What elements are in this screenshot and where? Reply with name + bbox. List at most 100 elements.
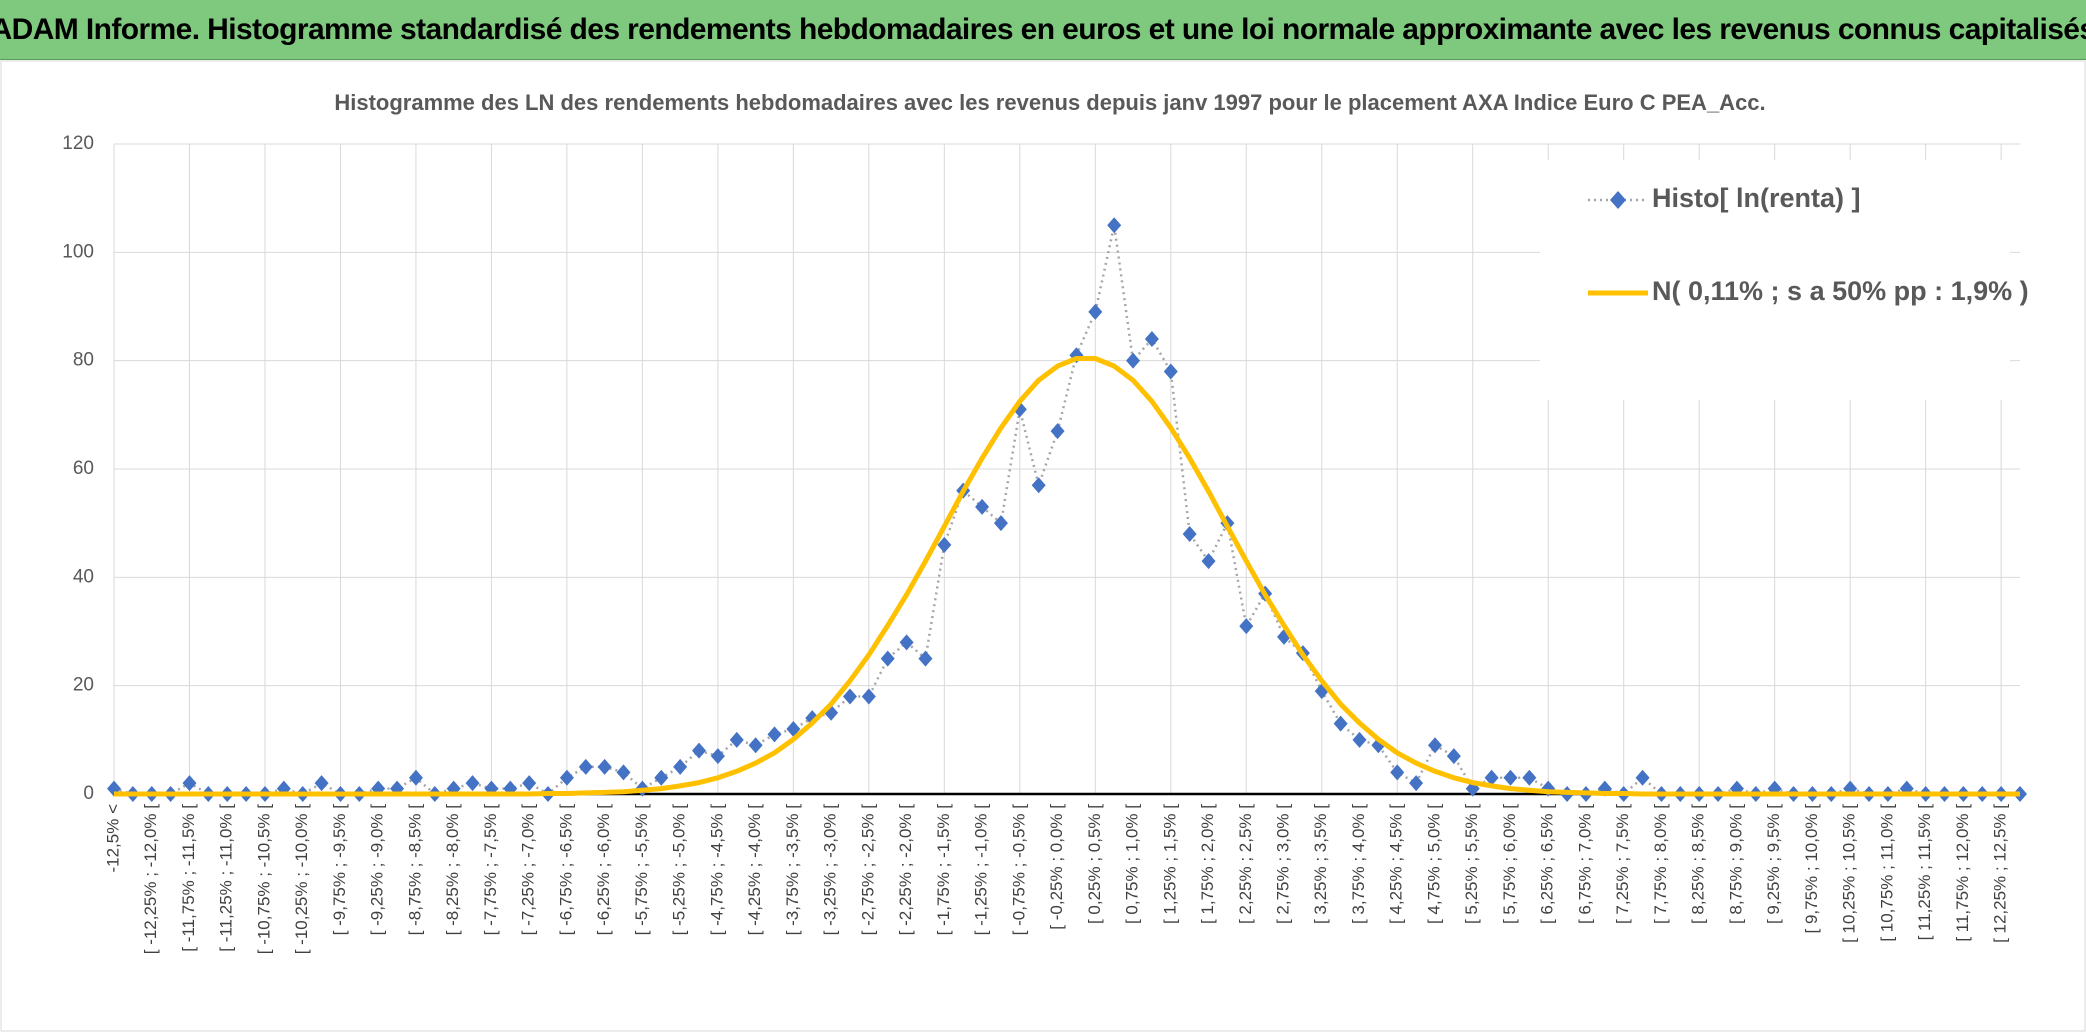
x-tick-label: [ 3,25% ; 3,5% [ xyxy=(1311,804,1330,924)
x-tick-label: [ -8,25% ; -8,0% [ xyxy=(443,804,462,936)
series-line xyxy=(114,356,2020,797)
x-tick-label: [ -9,75% ; -9,5% [ xyxy=(330,804,349,936)
y-tick-label: 60 xyxy=(73,458,94,479)
x-tick-label: [ 0,25% ; 0,5% [ xyxy=(1085,804,1104,924)
data-point xyxy=(1088,303,1103,320)
chart-title: Histogramme des LN des rendements hebdom… xyxy=(334,90,1765,115)
x-tick-label: [ 10,75% ; 11,0% [ xyxy=(1877,804,1896,942)
x-tick-label: [ -9,25% ; -9,0% [ xyxy=(368,804,387,936)
data-point xyxy=(1239,618,1254,635)
data-point xyxy=(1107,217,1122,234)
data-point xyxy=(314,775,329,792)
x-tick-label: [ -4,75% ; -4,5% [ xyxy=(707,804,726,936)
x-tick-label: [ -7,75% ; -7,5% [ xyxy=(481,804,500,936)
x-tick-label: [ 5,25% ; 5,5% [ xyxy=(1462,804,1481,924)
data-point xyxy=(182,775,197,792)
data-point xyxy=(1522,769,1537,786)
data-point xyxy=(842,688,857,705)
legend-label: N( 0,11% ; s a 50% pp : 1,9% ) xyxy=(1652,276,2029,306)
header: ADAM Informe. Histogramme standardisé de… xyxy=(0,0,2086,60)
x-tick-label: [ -4,25% ; -4,0% [ xyxy=(745,804,764,936)
x-tick-label: -12,5% < xyxy=(103,804,122,873)
x-tick-label: [ 1,75% ; 2,0% [ xyxy=(1198,804,1217,924)
x-tick-label: [ 6,25% ; 6,5% [ xyxy=(1538,804,1557,924)
legend-label: Histo[ ln(renta) ] xyxy=(1652,183,1861,213)
data-point xyxy=(880,650,895,667)
data-point xyxy=(729,731,744,748)
x-tick-label: [ 0,75% ; 1,0% [ xyxy=(1123,804,1142,924)
x-tick-label: [ 8,75% ; 9,0% [ xyxy=(1726,804,1745,924)
data-point xyxy=(1503,769,1518,786)
data-point xyxy=(597,758,612,775)
x-tick-label: [ -1,25% ; -1,0% [ xyxy=(972,804,991,936)
data-point xyxy=(673,758,688,775)
x-tick-label: [ -12,25% ; -12,0% [ xyxy=(141,804,160,955)
x-tick-label: [ 11,75% ; 12,0% [ xyxy=(1953,804,1972,942)
data-point xyxy=(1390,764,1405,781)
x-tick-label: [ -8,75% ; -8,5% [ xyxy=(405,804,424,936)
data-point xyxy=(1333,715,1348,732)
x-tick-label: [ -11,25% ; -11,0% [ xyxy=(217,804,236,952)
data-point xyxy=(918,650,933,667)
data-point xyxy=(1635,769,1650,786)
y-tick-label: 80 xyxy=(73,350,94,371)
data-point xyxy=(559,769,574,786)
data-point xyxy=(1352,731,1367,748)
x-tick-label: [ -0,75% ; -0,5% [ xyxy=(1009,804,1028,936)
data-point xyxy=(1182,526,1197,542)
chart: Histogramme des LN des rendements hebdom… xyxy=(0,60,2086,1032)
data-point xyxy=(616,764,631,781)
x-tick-label: [ 2,25% ; 2,5% [ xyxy=(1236,804,1255,924)
x-tick-label: [ -1,75% ; -1,5% [ xyxy=(934,804,953,936)
x-tick-label: [ -2,75% ; -2,5% [ xyxy=(858,804,877,936)
data-point xyxy=(692,742,707,759)
data-point xyxy=(937,536,952,553)
x-tick-label: [ -3,75% ; -3,5% [ xyxy=(783,804,802,936)
data-point xyxy=(1163,363,1178,380)
x-tick-label: [ -11,75% ; -11,5% [ xyxy=(179,804,198,952)
x-tick-label: [ -5,25% ; -5,0% [ xyxy=(670,804,689,936)
data-point xyxy=(1446,748,1461,765)
data-point xyxy=(578,758,593,775)
data-point xyxy=(1050,423,1065,440)
y-tick-label: 20 xyxy=(73,675,94,696)
data-point xyxy=(522,775,537,792)
data-point xyxy=(1427,737,1442,754)
data-point xyxy=(465,775,480,792)
data-point xyxy=(1031,477,1046,494)
y-tick-label: 120 xyxy=(62,133,94,154)
data-point xyxy=(1484,769,1499,786)
x-tick-label: [ -6,75% ; -6,5% [ xyxy=(556,804,575,936)
data-point xyxy=(748,737,763,754)
x-tick-label: [ 7,25% ; 7,5% [ xyxy=(1613,804,1632,924)
x-tick-label: [ 9,25% ; 9,5% [ xyxy=(1764,804,1783,924)
page-title: ADAM Informe. Histogramme standardisé de… xyxy=(0,12,2086,46)
x-tick-label: [ -0,25% ; 0,0% [ xyxy=(1047,804,1066,930)
x-tick-label: [ 9,75% ; 10,0% [ xyxy=(1802,804,1821,934)
x-tick-label: [ 12,25% ; 12,5% [ xyxy=(1991,804,2010,943)
data-point xyxy=(1409,775,1424,792)
x-tick-label: [ -7,25% ; -7,0% [ xyxy=(519,804,538,936)
legend-marker xyxy=(1610,191,1626,209)
data-point xyxy=(975,498,990,515)
x-tick-label: [ 4,75% ; 5,0% [ xyxy=(1424,804,1443,924)
y-tick-label: 100 xyxy=(62,241,94,262)
y-tick-label: 40 xyxy=(73,566,94,587)
data-point xyxy=(1126,352,1141,369)
x-tick-label: [ 3,75% ; 4,0% [ xyxy=(1349,804,1368,924)
x-tick-label: [ 7,75% ; 8,0% [ xyxy=(1651,804,1670,924)
x-tick-label: [ 2,75% ; 3,0% [ xyxy=(1274,804,1293,924)
data-point xyxy=(408,769,423,786)
x-tick-label: [ 5,75% ; 6,0% [ xyxy=(1500,804,1519,924)
x-tick-label: [ -3,25% ; -3,0% [ xyxy=(821,804,840,936)
data-point xyxy=(654,769,669,786)
data-point xyxy=(1144,331,1159,347)
x-tick-label: [ 1,25% ; 1,5% [ xyxy=(1160,804,1179,924)
data-point xyxy=(993,515,1008,532)
y-tick-label: 0 xyxy=(83,783,94,804)
x-tick-label: [ -5,75% ; -5,5% [ xyxy=(632,804,651,936)
data-point xyxy=(1201,553,1216,570)
x-tick-label: [ 10,25% ; 10,5% [ xyxy=(1840,804,1859,943)
x-tick-label: [ -6,25% ; -6,0% [ xyxy=(594,804,613,936)
data-point xyxy=(767,726,782,743)
